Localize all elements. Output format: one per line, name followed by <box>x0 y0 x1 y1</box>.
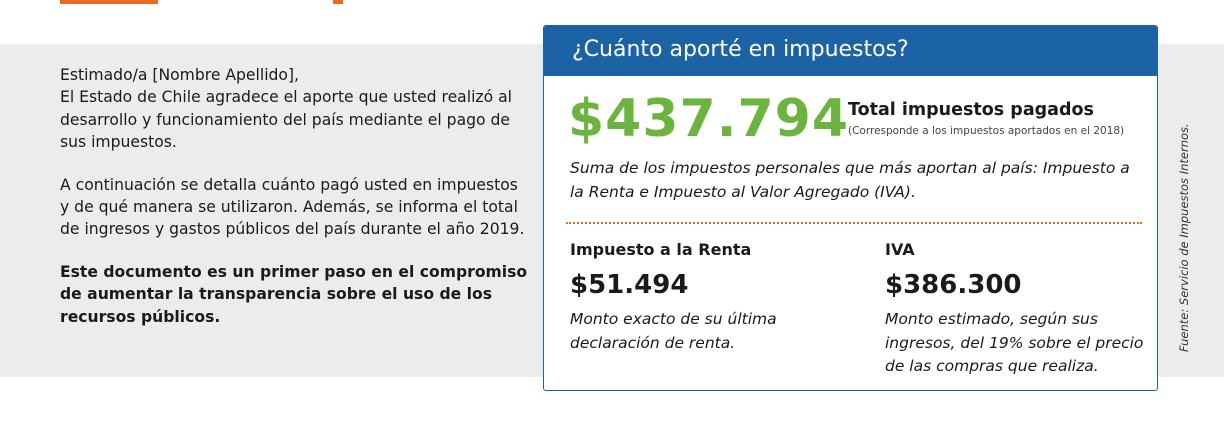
total-description: Suma de los impuestos personales que más… <box>570 159 1130 201</box>
intro-paragraph-2: A continuación se detalla cuánto pagó us… <box>60 175 525 239</box>
iva-note: Monto estimado, según sus ingresos, del … <box>885 310 1144 375</box>
renta-amount: $51.494 <box>570 270 689 300</box>
source-note: Fuente: Servicio de Impuestos Internos. <box>1177 123 1191 352</box>
renta-section: Impuesto a la Renta $51.494 Monto exacto… <box>570 240 850 355</box>
iva-title: IVA <box>885 240 915 259</box>
intro-paragraph-3: Este documento es un primer paso en el c… <box>60 262 528 326</box>
total-label: Total impuestos pagados <box>848 100 1094 120</box>
intro-text: Estimado/a [Nombre Apellido], El Estado … <box>60 64 530 328</box>
top-accent-bar <box>60 0 158 4</box>
renta-note: Monto exacto de su última declaración de… <box>570 310 777 352</box>
total-amount: $437.794 <box>568 89 850 149</box>
greeting: Estimado/a [Nombre Apellido], <box>60 66 300 84</box>
intro-paragraph-1: El Estado de Chile agradece el aporte qu… <box>60 88 512 152</box>
iva-amount: $386.300 <box>885 270 1022 300</box>
tax-contribution-card: ¿Cuánto aporté en impuestos? $437.794 To… <box>543 25 1158 391</box>
total-subtitle: (Corresponde a los impuestos aportados e… <box>848 125 1125 137</box>
renta-title: Impuesto a la Renta <box>570 240 752 259</box>
dotted-divider <box>566 222 1142 224</box>
card-title: ¿Cuánto aporté en impuestos? <box>544 26 1157 76</box>
iva-section: IVA $386.300 Monto estimado, según sus i… <box>885 240 1145 379</box>
paragraph-gap <box>60 154 530 174</box>
paragraph-gap <box>60 241 530 261</box>
top-accent-mark <box>333 0 343 4</box>
